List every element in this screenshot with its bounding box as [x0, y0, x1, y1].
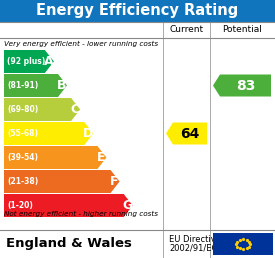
Text: G: G: [123, 199, 133, 212]
Text: (69-80): (69-80): [7, 105, 38, 114]
Text: (39-54): (39-54): [7, 153, 38, 162]
Text: Very energy efficient - lower running costs: Very energy efficient - lower running co…: [4, 41, 158, 47]
Text: Potential: Potential: [222, 26, 262, 35]
Text: (1-20): (1-20): [7, 201, 33, 210]
Polygon shape: [166, 123, 207, 144]
Text: 83: 83: [236, 78, 255, 93]
Text: Current: Current: [169, 26, 204, 35]
Bar: [0, 0, 275, 22]
Polygon shape: [4, 194, 133, 217]
Text: C: C: [71, 103, 80, 116]
Text: EU Directive: EU Directive: [169, 236, 221, 245]
Text: (21-38): (21-38): [7, 177, 38, 186]
Text: 64: 64: [180, 126, 200, 141]
Text: E: E: [97, 151, 106, 164]
Text: D: D: [83, 127, 94, 140]
Polygon shape: [4, 50, 54, 73]
Bar: [213, 233, 273, 255]
Text: F: F: [110, 175, 119, 188]
Polygon shape: [213, 75, 271, 96]
Polygon shape: [4, 98, 80, 121]
Polygon shape: [4, 146, 106, 169]
Text: A: A: [44, 55, 54, 68]
Text: B: B: [57, 79, 67, 92]
Text: 2002/91/EC: 2002/91/EC: [169, 244, 217, 253]
Polygon shape: [4, 122, 93, 145]
Text: Not energy efficient - higher running costs: Not energy efficient - higher running co…: [4, 211, 158, 217]
Text: Energy Efficiency Rating: Energy Efficiency Rating: [36, 4, 239, 19]
Text: (81-91): (81-91): [7, 81, 38, 90]
Text: England & Wales: England & Wales: [6, 238, 132, 251]
Text: (55-68): (55-68): [7, 129, 38, 138]
Polygon shape: [4, 74, 67, 97]
Text: (92 plus): (92 plus): [7, 57, 45, 66]
Polygon shape: [4, 170, 120, 193]
Bar: [0, 230, 275, 258]
